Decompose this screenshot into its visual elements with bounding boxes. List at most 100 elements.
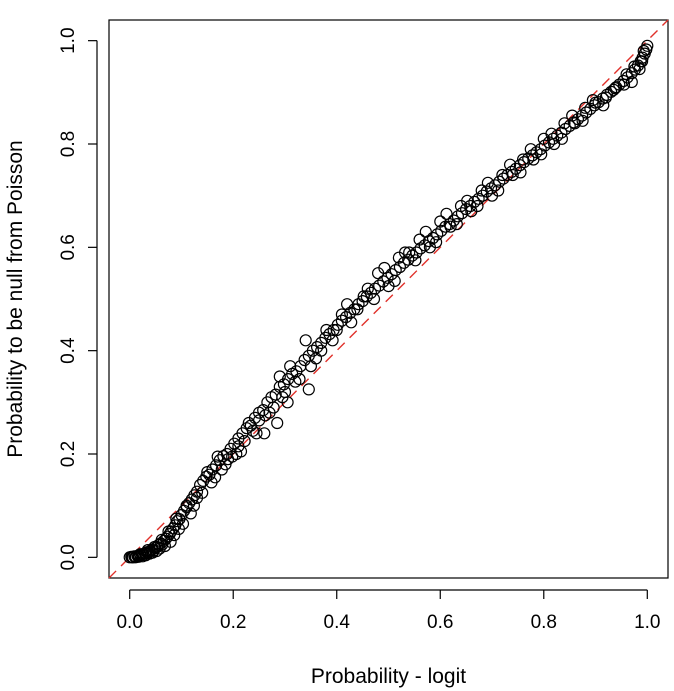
data-point	[320, 323, 333, 337]
data-point	[522, 152, 535, 165]
data-point	[180, 499, 193, 512]
data-point	[514, 166, 527, 179]
data-point	[580, 106, 593, 119]
data-point	[276, 391, 289, 404]
data-point	[434, 215, 447, 228]
data-point	[431, 228, 444, 241]
data-point	[219, 458, 232, 471]
data-point	[373, 279, 386, 292]
data-point	[586, 93, 600, 107]
data-point	[269, 388, 282, 401]
x-tick-label: 0.2	[220, 612, 246, 633]
data-point	[575, 109, 589, 122]
data-point	[315, 344, 328, 357]
data-point	[298, 353, 311, 367]
data-point	[361, 282, 374, 295]
x-tick-label: 0.6	[427, 612, 453, 633]
data-point	[168, 528, 181, 542]
data-point	[331, 318, 344, 331]
data-point	[607, 83, 620, 96]
x-tick-label: 1.0	[634, 612, 660, 633]
data-point	[360, 290, 373, 303]
data-point	[545, 127, 558, 140]
data-point	[344, 306, 357, 319]
data-point	[546, 132, 560, 145]
data-point	[599, 91, 613, 104]
reference-identity-line	[108, 19, 669, 579]
data-point	[450, 218, 463, 231]
data-point	[176, 517, 190, 530]
data-point	[558, 117, 571, 130]
data-point	[155, 533, 168, 546]
y-tick-label: 1.0	[58, 27, 79, 53]
data-point	[284, 360, 297, 373]
data-point	[609, 82, 622, 95]
y-tick-label: 0.8	[58, 131, 79, 157]
data-point	[444, 220, 457, 233]
data-point	[267, 401, 280, 414]
data-point	[335, 308, 348, 321]
data-point	[393, 260, 406, 274]
x-axis: 0.0 0.2 0.4 0.6 0.8 1.0	[116, 589, 661, 633]
data-point	[388, 274, 401, 287]
data-point	[326, 334, 339, 347]
data-point	[555, 132, 569, 145]
data-point	[455, 207, 469, 220]
data-point	[492, 184, 505, 197]
data-point	[535, 148, 548, 161]
data-point	[306, 344, 319, 357]
y-tick-label: 0.6	[58, 234, 79, 260]
data-point	[461, 194, 474, 207]
data-point	[187, 499, 200, 512]
data-point	[294, 360, 307, 373]
data-point	[476, 189, 489, 202]
data-point	[132, 550, 145, 563]
data-point	[414, 242, 427, 255]
data-point	[238, 435, 251, 448]
data-point	[625, 67, 638, 80]
data-point	[413, 233, 426, 246]
data-point	[566, 109, 579, 122]
data-point	[246, 424, 259, 437]
data-point	[271, 416, 284, 430]
data-point	[579, 101, 592, 114]
data-point	[194, 478, 207, 492]
data-point	[367, 292, 381, 306]
data-point	[345, 316, 358, 329]
data-point	[273, 370, 286, 383]
data-point	[538, 139, 551, 152]
data-point	[319, 331, 332, 344]
data-point	[258, 427, 271, 440]
plot-frame	[108, 19, 669, 579]
x-tick-label: 0.0	[116, 612, 142, 633]
data-point	[293, 373, 306, 386]
data-point	[403, 246, 416, 259]
data-point	[299, 334, 312, 347]
data-point	[637, 44, 650, 58]
data-point	[385, 268, 398, 281]
data-point	[364, 286, 377, 299]
data-point	[597, 99, 610, 112]
data-point	[351, 303, 364, 316]
y-axis: 0.0 0.2 0.4 0.6 0.8 1.0	[58, 27, 98, 571]
data-point	[472, 192, 485, 205]
data-point	[481, 176, 494, 189]
data-point	[209, 471, 222, 484]
data-point	[164, 535, 177, 548]
data-point	[568, 117, 581, 130]
data-point	[126, 551, 139, 564]
data-point	[250, 427, 263, 440]
points-layer	[123, 39, 654, 564]
plot-area	[108, 19, 669, 579]
y-axis-title: Probability to be null from Poisson	[4, 140, 27, 458]
data-point	[471, 199, 484, 213]
data-point	[589, 96, 602, 109]
x-axis-title: Probability - logit	[311, 665, 466, 688]
data-point	[504, 158, 517, 171]
data-point	[190, 485, 204, 498]
x-tick-label: 0.8	[531, 612, 557, 633]
y-tick-label: 0.4	[58, 337, 79, 364]
data-point	[516, 153, 530, 166]
data-point	[567, 116, 580, 129]
